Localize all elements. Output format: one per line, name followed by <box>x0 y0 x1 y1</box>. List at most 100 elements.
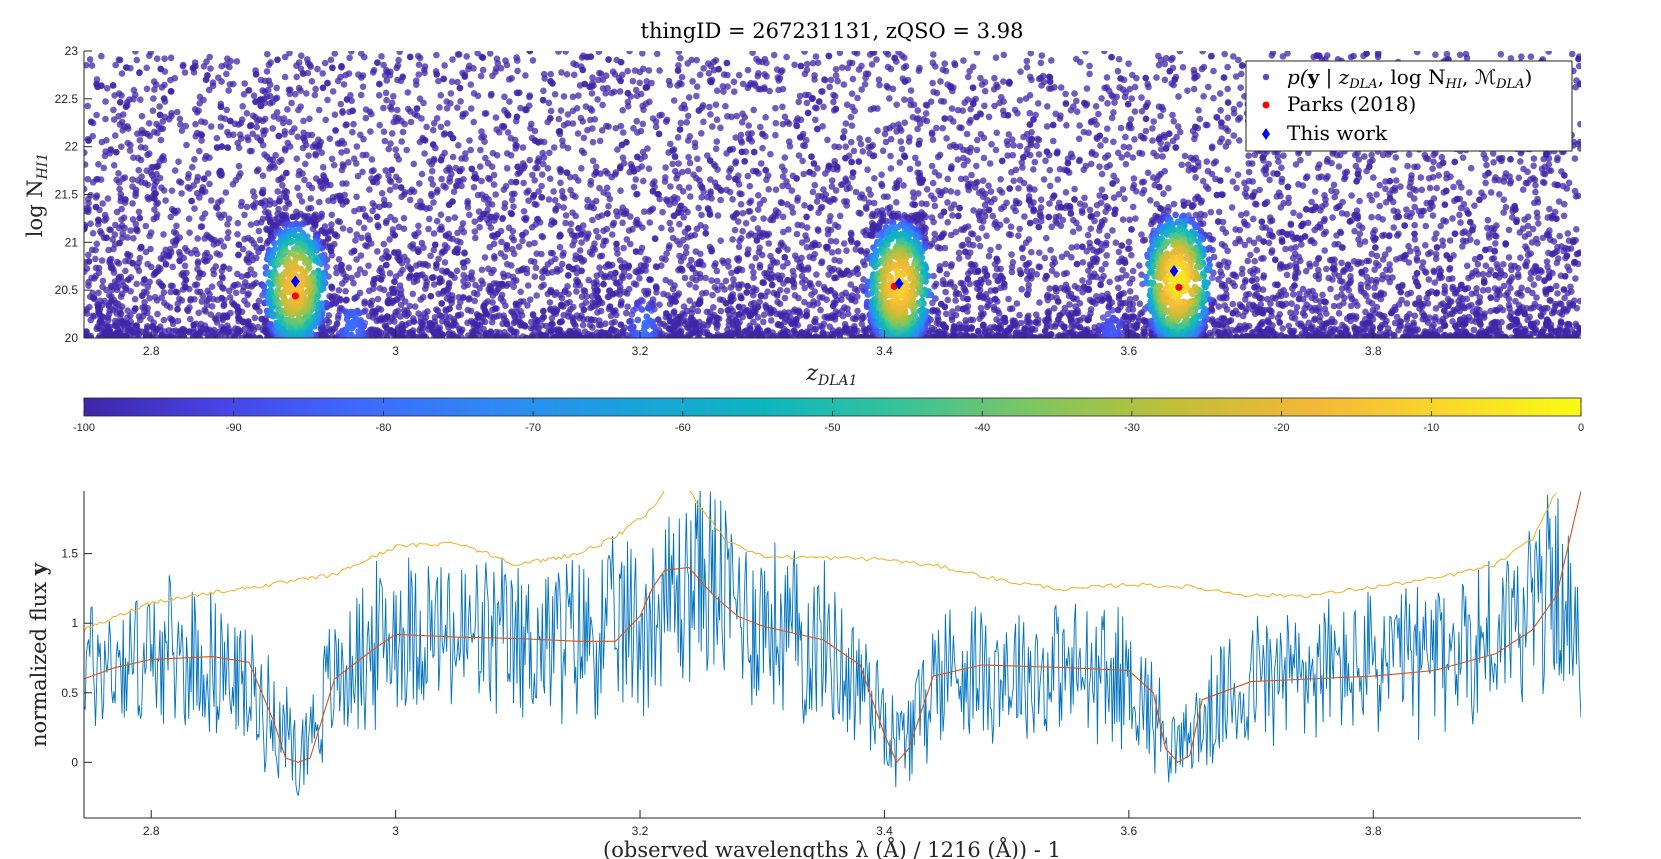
sample-point <box>943 135 950 142</box>
sample-point <box>355 219 363 226</box>
sample-point <box>470 184 478 191</box>
sample-point <box>1251 257 1258 265</box>
sample-point <box>316 198 323 206</box>
sample-point <box>507 152 515 159</box>
sample-point <box>387 140 394 147</box>
sample-point <box>1023 64 1031 71</box>
sample-point <box>1315 266 1322 274</box>
sample-point <box>447 90 455 97</box>
sample-point <box>404 89 412 96</box>
sample-point <box>559 193 566 200</box>
sample-point <box>368 110 375 118</box>
sample-point <box>700 65 707 72</box>
sample-point <box>1546 205 1553 213</box>
sample-point <box>467 81 475 88</box>
sample-point <box>700 118 707 126</box>
sample-point <box>707 111 714 118</box>
sample-point <box>573 288 580 295</box>
sample-point <box>178 190 185 197</box>
sample-point <box>85 251 92 259</box>
sample-point <box>136 69 143 77</box>
sample-point <box>293 155 301 162</box>
sample-point <box>538 194 546 201</box>
sample-point <box>255 116 263 123</box>
sample-point <box>686 133 694 140</box>
sample-point <box>118 70 126 77</box>
sample-point <box>86 56 94 63</box>
sample-point <box>667 140 674 148</box>
sample-point <box>717 196 724 204</box>
sample-point <box>376 203 383 211</box>
sample-point <box>423 123 430 131</box>
sample-point <box>1532 188 1539 196</box>
sample-point <box>750 106 757 114</box>
sample-point <box>593 227 600 235</box>
sample-point <box>1487 189 1495 196</box>
sample-point <box>596 69 603 77</box>
sample-point <box>730 88 738 95</box>
sample-point <box>1278 164 1285 171</box>
sample-point <box>437 211 445 218</box>
sample-point <box>467 105 475 112</box>
sample-point <box>93 111 100 119</box>
sample-point <box>709 123 716 130</box>
sample-point <box>247 266 254 273</box>
sample-point <box>728 269 735 277</box>
sample-point <box>1038 52 1046 59</box>
sample-point <box>1410 195 1418 202</box>
sample-point <box>1100 272 1107 280</box>
sample-point <box>698 211 705 219</box>
sample-point <box>745 122 752 129</box>
sample-point <box>1497 51 1505 58</box>
sample-point <box>208 303 216 310</box>
sample-point <box>551 91 559 98</box>
sample-point <box>1224 85 1231 93</box>
sample-point <box>798 266 806 273</box>
sample-point <box>139 313 147 320</box>
sample-point <box>153 55 161 62</box>
sample-point <box>225 87 232 94</box>
sample-point <box>1327 285 1334 293</box>
sample-point <box>1403 206 1410 213</box>
sample-point <box>154 310 161 318</box>
sample-point <box>149 107 157 114</box>
sample-point <box>1108 114 1116 122</box>
sample-point <box>1033 142 1040 149</box>
sample-point <box>1554 290 1561 297</box>
sample-point <box>1063 122 1070 129</box>
sample-point <box>1482 179 1489 187</box>
sample-point <box>454 51 462 58</box>
sample-point <box>453 267 461 275</box>
sample-point <box>1042 157 1049 165</box>
sample-point <box>799 157 806 165</box>
sample-point <box>1015 232 1022 239</box>
sample-point <box>1093 201 1101 209</box>
sample-point <box>448 78 456 85</box>
sample-point <box>1037 59 1045 67</box>
sample-point <box>767 252 774 260</box>
sample-point <box>836 51 844 57</box>
sample-point <box>901 96 908 103</box>
sample-point <box>438 175 445 183</box>
sample-point <box>1115 248 1123 256</box>
sample-point <box>1050 255 1058 262</box>
sample-point <box>619 154 627 161</box>
sample-point <box>409 290 417 298</box>
sample-point <box>428 192 435 200</box>
sample-point <box>92 264 100 272</box>
sample-point <box>1212 158 1220 165</box>
sample-point <box>1087 310 1094 317</box>
sample-point <box>1085 278 1093 286</box>
sample-point <box>1527 53 1535 60</box>
sample-point <box>977 130 985 138</box>
sample-point <box>1417 174 1425 181</box>
sample-point <box>1241 220 1249 228</box>
sample-point <box>1397 183 1404 190</box>
sample-point <box>1347 293 1355 300</box>
sample-point <box>386 236 393 243</box>
sample-point <box>1413 51 1421 56</box>
sample-point <box>695 165 703 173</box>
sample-point <box>477 72 485 80</box>
sample-point <box>694 307 702 315</box>
sample-point <box>130 86 138 94</box>
